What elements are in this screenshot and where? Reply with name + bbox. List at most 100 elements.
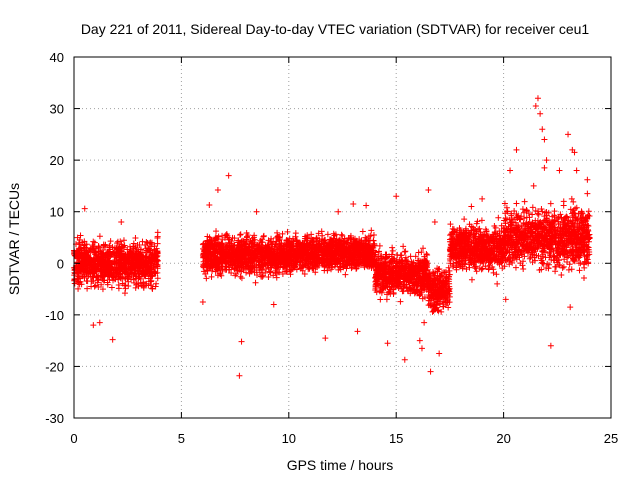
data-point [203, 263, 210, 270]
data-point [397, 252, 404, 259]
data-point [230, 245, 237, 252]
data-point [265, 248, 272, 255]
data-point [336, 244, 343, 251]
data-point [280, 248, 287, 255]
data-point [362, 247, 369, 254]
data-point [83, 278, 90, 285]
data-point [84, 285, 91, 292]
data-point [102, 254, 109, 261]
data-point [92, 249, 99, 256]
data-point [130, 243, 137, 250]
data-point [231, 235, 238, 242]
data-point [315, 240, 322, 247]
data-point [88, 257, 95, 264]
data-point [310, 247, 317, 254]
data-point [89, 273, 96, 280]
data-point [340, 264, 347, 271]
data-point [76, 241, 83, 248]
data-point [490, 269, 497, 276]
data-point [356, 259, 363, 266]
data-point [209, 263, 216, 270]
data-point [400, 243, 407, 250]
data-point [149, 253, 156, 260]
data-point [208, 239, 215, 246]
data-point [120, 256, 127, 263]
data-point [79, 260, 86, 267]
data-point [262, 243, 269, 250]
data-point [219, 257, 226, 264]
data-point [242, 265, 249, 272]
data-point [302, 262, 309, 269]
data-point [318, 247, 325, 254]
data-point [328, 266, 335, 273]
data-point [149, 285, 156, 292]
data-point [133, 281, 140, 288]
data-point [273, 274, 280, 281]
data-point [315, 230, 322, 237]
data-point [147, 239, 154, 246]
data-point [402, 248, 409, 255]
data-point [328, 253, 335, 260]
data-point [290, 256, 297, 263]
data-point [141, 273, 148, 280]
data-point [349, 254, 356, 261]
data-point [133, 257, 140, 264]
data-point [246, 256, 253, 263]
data-point [352, 248, 359, 255]
data-point [235, 250, 242, 257]
data-point [220, 247, 227, 254]
data-point [236, 241, 243, 248]
data-point [227, 260, 234, 267]
data-point [389, 244, 396, 251]
data-point [359, 228, 366, 235]
data-point [100, 267, 107, 274]
data-point [355, 256, 362, 263]
data-point [330, 241, 337, 248]
data-point [102, 263, 109, 270]
data-point [376, 242, 383, 249]
data-point [78, 252, 85, 259]
data-point [236, 232, 243, 239]
data-point [239, 259, 246, 266]
data-point [305, 266, 312, 273]
data-point [132, 234, 139, 241]
data-point [261, 252, 268, 259]
data-point [95, 243, 102, 250]
data-point [461, 216, 468, 223]
data-point [81, 242, 88, 249]
data-point [127, 266, 134, 273]
data-point [277, 240, 284, 247]
data-point [258, 239, 265, 246]
data-point [305, 250, 312, 257]
data-point [324, 231, 331, 238]
data-point [136, 251, 143, 258]
data-point [115, 265, 122, 272]
data-point [115, 282, 122, 289]
data-point [273, 265, 280, 272]
data-point [254, 271, 261, 278]
data-point [266, 268, 273, 275]
data-point [226, 236, 233, 243]
data-point [349, 240, 356, 247]
data-point [238, 264, 245, 271]
data-point [202, 270, 209, 277]
data-point [226, 264, 233, 271]
data-point [277, 253, 284, 260]
data-point [142, 260, 149, 267]
data-point [96, 233, 103, 240]
data-point [321, 236, 328, 243]
data-point [119, 280, 126, 287]
data-point [342, 271, 349, 278]
data-point [313, 244, 320, 251]
data-point [213, 228, 220, 235]
data-point [269, 262, 276, 269]
data-point [237, 255, 244, 262]
data-point [273, 234, 280, 241]
data-point [124, 272, 131, 279]
data-point [568, 266, 575, 273]
data-point [75, 278, 82, 285]
data-point [153, 260, 160, 267]
data-point [236, 261, 243, 268]
data-point [205, 251, 212, 258]
